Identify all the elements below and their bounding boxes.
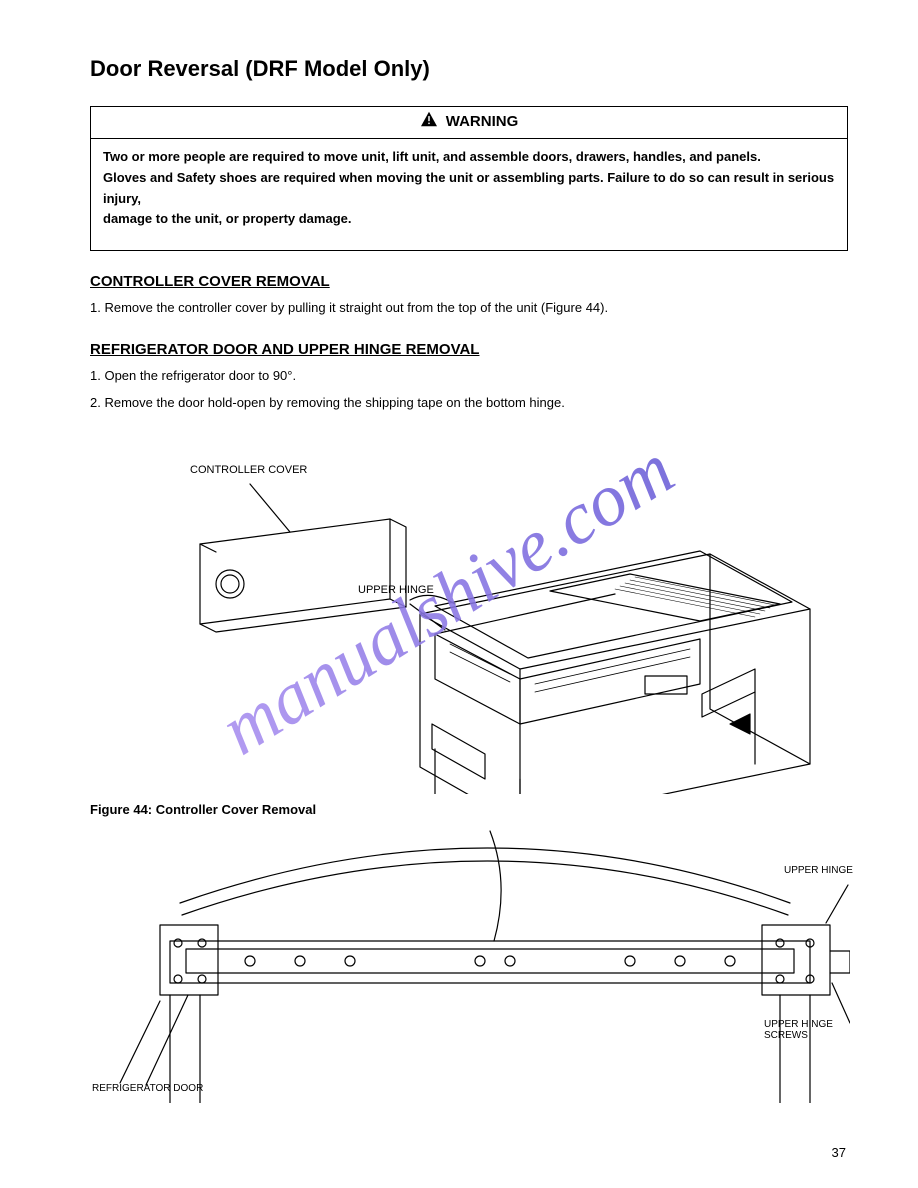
warning-body: Two or more people are required to move … (91, 139, 847, 250)
warning-line-2: Gloves and Safety shoes are required whe… (103, 168, 835, 210)
figure-45: UPPER HINGE UPPER HINGE SCREWS REFRIGERA… (90, 823, 848, 1103)
warning-header: WARNING (91, 107, 847, 139)
fig44-label-controller-cover: CONTROLLER COVER (190, 464, 307, 476)
warning-line-3: damage to the unit, or property damage. (103, 209, 835, 230)
figure-44: CONTROLLER COVER UPPER HINGE (90, 424, 848, 794)
section-b-p1: 1. Open the refrigerator door to 90°. (90, 366, 848, 387)
fig44-label-upper-hinge: UPPER HINGE (358, 584, 434, 596)
fig45-label-screws: UPPER HINGE SCREWS (764, 1019, 854, 1041)
figure-44-svg (90, 424, 850, 794)
warning-triangle-icon (420, 111, 438, 131)
fig45-label-upper-hinge: UPPER HINGE (784, 865, 854, 876)
warning-box: WARNING Two or more people are required … (90, 106, 848, 251)
section-a-heading: CONTROLLER COVER REMOVAL (90, 273, 848, 290)
section-b-p2: 2. Remove the door hold-open by removing… (90, 393, 848, 414)
page-title: Door Reversal (DRF Model Only) (90, 56, 848, 82)
page-root: Door Reversal (DRF Model Only) WARNING T… (0, 0, 918, 1188)
warning-label: WARNING (446, 113, 519, 130)
section-b-heading: REFRIGERATOR DOOR AND UPPER HINGE REMOVA… (90, 341, 848, 358)
figure-45-svg (90, 823, 850, 1103)
section-a-p1: 1. Remove the controller cover by pullin… (90, 298, 848, 319)
fig45-label-door: REFRIGERATOR DOOR (92, 1083, 232, 1094)
page-number: 37 (832, 1145, 846, 1160)
figure-44-caption: Figure 44: Controller Cover Removal (90, 802, 848, 817)
warning-line-1: Two or more people are required to move … (103, 147, 835, 168)
